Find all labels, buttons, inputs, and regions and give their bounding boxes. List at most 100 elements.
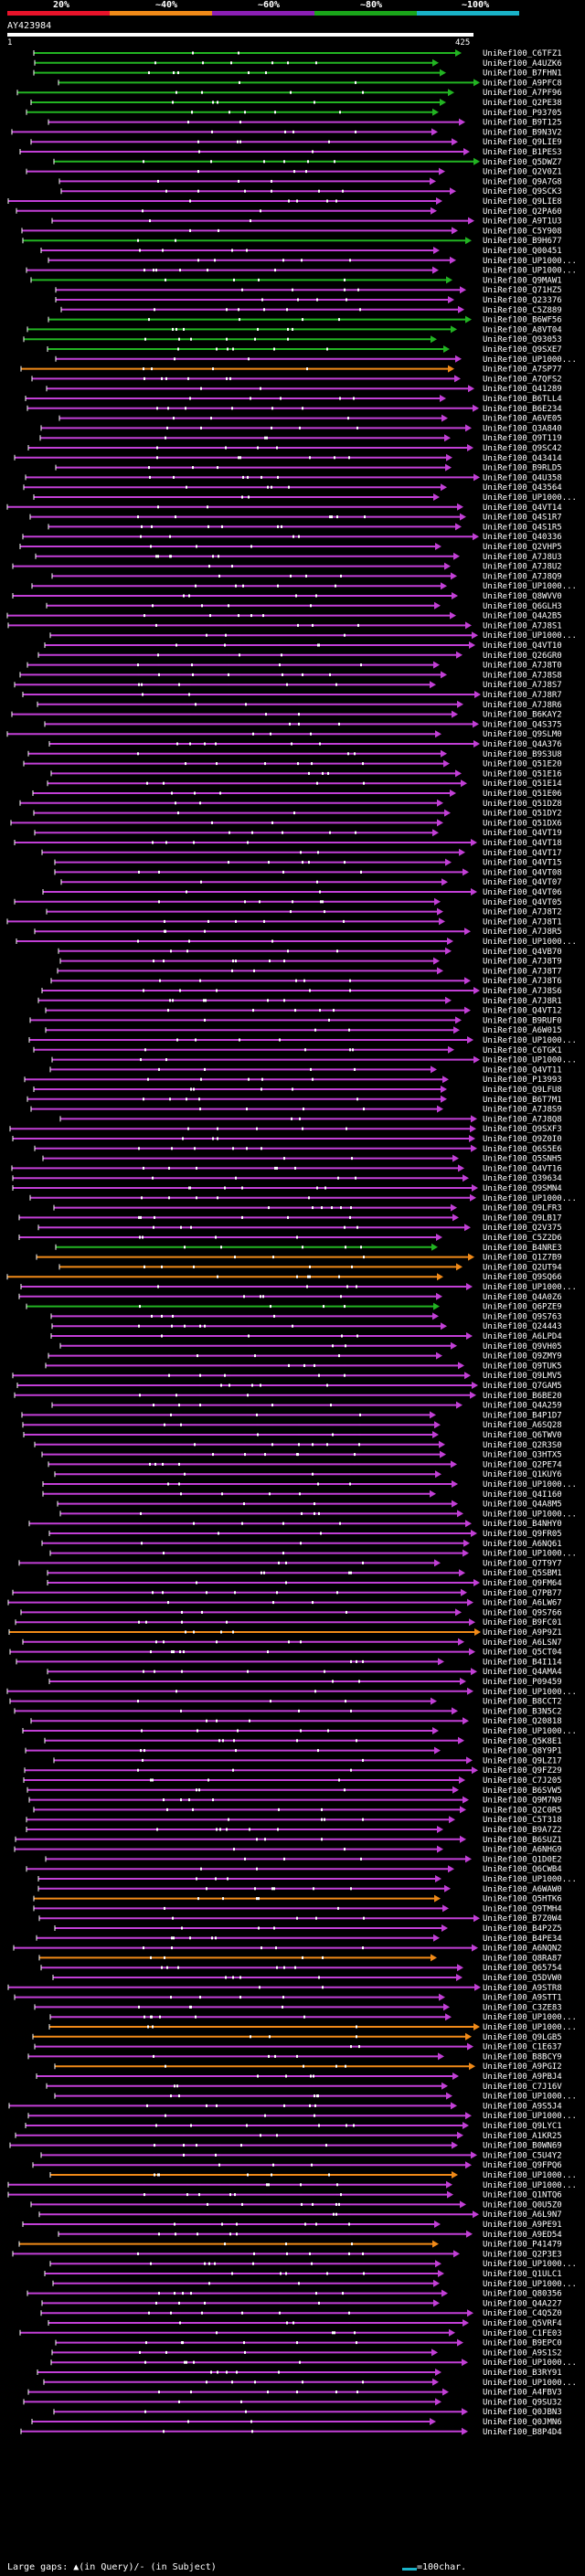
hit-label[interactable]: UniRef100_Q41289 (483, 385, 562, 394)
hit-label[interactable]: UniRef100_B1PES3 (483, 148, 562, 157)
hit-label[interactable]: UniRef100_C5Y908 (483, 227, 562, 236)
hit-label[interactable]: UniRef100_C5Z889 (483, 306, 562, 315)
hit-label[interactable]: UniRef100_Q9LFR3 (483, 1204, 562, 1214)
hit-label[interactable]: UniRef100_Q51DX6 (483, 819, 562, 828)
hit-label[interactable]: UniRef100_A6LSN7 (483, 1638, 562, 1648)
hit-label[interactable]: UniRef100_Q5SNH5 (483, 1155, 562, 1164)
hit-label[interactable]: UniRef100_C5T318 (483, 1816, 562, 1825)
hit-label[interactable]: UniRef100_Q4VT17 (483, 849, 562, 858)
hit-label[interactable]: UniRef100_A9PFC8 (483, 79, 562, 88)
hit-label[interactable]: UniRef100_A7J8T7 (483, 967, 562, 976)
hit-label[interactable]: UniRef100_Q9FPQ6 (483, 2161, 562, 2170)
hit-label[interactable]: UniRef100_Q4VT05 (483, 898, 562, 907)
hit-label[interactable]: UniRef100_Q6TWV0 (483, 1431, 562, 1440)
hit-label[interactable]: UniRef100_Q4VT11 (483, 1065, 562, 1075)
hit-label[interactable]: UniRef100_A6LW67 (483, 1599, 562, 1608)
hit-label[interactable]: UniRef100_A7SP77 (483, 366, 562, 375)
hit-label[interactable]: UniRef100_A6WAW0 (483, 1885, 562, 1894)
hit-label[interactable]: UniRef100_Q0U5Z0 (483, 2200, 562, 2210)
hit-label[interactable]: UniRef100_Q9SXE7 (483, 345, 562, 355)
hit-label[interactable]: UniRef100_B4P1D7 (483, 1411, 562, 1420)
hit-label[interactable]: UniRef100_B6BE20 (483, 1392, 562, 1401)
hit-label[interactable]: UniRef100_A6LPD4 (483, 1332, 562, 1341)
hit-label[interactable]: UniRef100_Q4VT12 (483, 1007, 562, 1016)
hit-label[interactable]: UniRef100_Q8RA87 (483, 1954, 562, 1963)
hit-label[interactable]: UniRef100_Q9SC42 (483, 444, 562, 453)
hit-label[interactable]: UniRef100_A4UZK6 (483, 59, 562, 69)
hit-label[interactable]: UniRef100_UP1000... (483, 1688, 577, 1697)
hit-label[interactable]: UniRef100_UP1000... (483, 1056, 577, 1065)
hit-label[interactable]: UniRef100_Q5K8E1 (483, 1737, 562, 1746)
hit-label[interactable]: UniRef100_UP1000... (483, 938, 577, 947)
hit-label[interactable]: UniRef100_UP1000... (483, 631, 577, 641)
hit-label[interactable]: UniRef100_Q5VRF4 (483, 2319, 562, 2328)
hit-label[interactable]: UniRef100_A7J8R7 (483, 691, 562, 700)
hit-label[interactable]: UniRef100_P93705 (483, 109, 562, 118)
hit-label[interactable]: UniRef100_UP1000... (483, 257, 577, 266)
hit-label[interactable]: UniRef100_Q9TUK5 (483, 1362, 562, 1371)
hit-label[interactable]: UniRef100_UP1000... (483, 1036, 577, 1045)
hit-label[interactable]: UniRef100_Q9FZ29 (483, 1766, 562, 1776)
hit-label[interactable]: UniRef100_Q9LIE9 (483, 138, 562, 147)
hit-label[interactable]: UniRef100_Q6PZE9 (483, 1303, 562, 1312)
hit-label[interactable]: UniRef100_Q9LGB5 (483, 2033, 562, 2042)
hit-label[interactable]: UniRef100_Q4A376 (483, 740, 562, 749)
hit-label[interactable]: UniRef100_B9T125 (483, 119, 562, 128)
hit-label[interactable]: UniRef100_Q9SXF3 (483, 1125, 562, 1134)
hit-label[interactable]: UniRef100_A6W015 (483, 1026, 562, 1035)
hit-label[interactable]: UniRef100_Q40336 (483, 533, 562, 542)
hit-label[interactable]: UniRef100_Q80356 (483, 2290, 562, 2299)
hit-label[interactable]: UniRef100_Q9SLM0 (483, 730, 562, 739)
hit-label[interactable]: UniRef100_B9H677 (483, 237, 562, 246)
hit-label[interactable]: UniRef100_Q71HZ5 (483, 286, 562, 295)
hit-label[interactable]: UniRef100_Q4A8M5 (483, 1500, 562, 1510)
hit-label[interactable]: UniRef100_Q2PE74 (483, 1460, 562, 1469)
hit-label[interactable]: UniRef100_UP1000... (483, 1510, 577, 1519)
hit-label[interactable]: UniRef100_Q7PB77 (483, 1589, 562, 1598)
hit-label[interactable]: UniRef100_Q4VB70 (483, 948, 562, 957)
hit-label[interactable]: UniRef100_Q1ULC1 (483, 2270, 562, 2279)
hit-label[interactable]: UniRef100_A9PE91 (483, 2221, 562, 2230)
hit-label[interactable]: UniRef100_A7PF96 (483, 89, 562, 98)
hit-label[interactable]: UniRef100_Q9LFU8 (483, 1086, 562, 1095)
hit-label[interactable]: UniRef100_A7J8T9 (483, 958, 562, 967)
hit-label[interactable]: UniRef100_Q9ZMY9 (483, 1352, 562, 1362)
hit-label[interactable]: UniRef100_Q93053 (483, 335, 562, 345)
hit-label[interactable]: UniRef100_Q4A2B5 (483, 612, 562, 621)
hit-label[interactable]: UniRef100_Q3HTX5 (483, 1451, 562, 1460)
hit-label[interactable]: UniRef100_Q4S1R5 (483, 523, 562, 532)
hit-label[interactable]: UniRef100_Q4VT08 (483, 868, 562, 877)
hit-label[interactable]: UniRef100_UP1000... (483, 2013, 577, 2022)
hit-label[interactable]: UniRef100_Q1KUY6 (483, 1470, 562, 1479)
hit-label[interactable]: UniRef100_Q1NTQ6 (483, 2191, 562, 2200)
hit-label[interactable]: UniRef100_A4FBV3 (483, 2389, 562, 2398)
hit-label[interactable]: UniRef100_Q4VT18 (483, 839, 562, 848)
hit-label[interactable]: UniRef100_Q9VH05 (483, 1342, 562, 1352)
hit-label[interactable]: UniRef100_Q9LMV5 (483, 1372, 562, 1381)
hit-label[interactable]: UniRef100_B3N5C2 (483, 1707, 562, 1716)
hit-label[interactable]: UniRef100_UP1000... (483, 355, 577, 365)
hit-label[interactable]: UniRef100_Q9S766 (483, 1608, 562, 1617)
hit-label[interactable]: UniRef100_Q9A7G8 (483, 177, 562, 186)
hit-label[interactable]: UniRef100_UP1000... (483, 1480, 577, 1489)
hit-label[interactable]: UniRef100_UP1000... (483, 2112, 577, 2121)
hit-label[interactable]: UniRef100_C6TGK1 (483, 1046, 562, 1055)
hit-label[interactable]: UniRef100_Q51E06 (483, 790, 562, 799)
hit-label[interactable]: UniRef100_A9ED54 (483, 2231, 562, 2240)
hit-label[interactable]: UniRef100_B6T7M1 (483, 1096, 562, 1105)
hit-label[interactable]: UniRef100_A9STT1 (483, 1994, 562, 2003)
hit-label[interactable]: UniRef100_Q9SU32 (483, 2398, 562, 2407)
hit-label[interactable]: UniRef100_Q4VT10 (483, 641, 562, 651)
hit-label[interactable]: UniRef100_Q6S5E6 (483, 1145, 562, 1154)
hit-label[interactable]: UniRef100_Q2V0Z1 (483, 168, 562, 177)
hit-label[interactable]: UniRef100_Q8WVV0 (483, 592, 562, 601)
hit-label[interactable]: UniRef100_C6TFZ1 (483, 49, 562, 58)
hit-label[interactable]: UniRef100_Q51E14 (483, 779, 562, 789)
hit-label[interactable]: UniRef100_Q4VT19 (483, 829, 562, 838)
hit-label[interactable]: UniRef100_A6NQ61 (483, 1540, 562, 1549)
hit-label[interactable]: UniRef100_UP1000... (483, 2023, 577, 2032)
hit-label[interactable]: UniRef100_Q5DWZ7 (483, 158, 562, 167)
hit-label[interactable]: UniRef100_Q51DZ8 (483, 800, 562, 809)
hit-label[interactable]: UniRef100_Q2PE38 (483, 99, 562, 108)
hit-label[interactable]: UniRef100_UP1000... (483, 2171, 577, 2180)
